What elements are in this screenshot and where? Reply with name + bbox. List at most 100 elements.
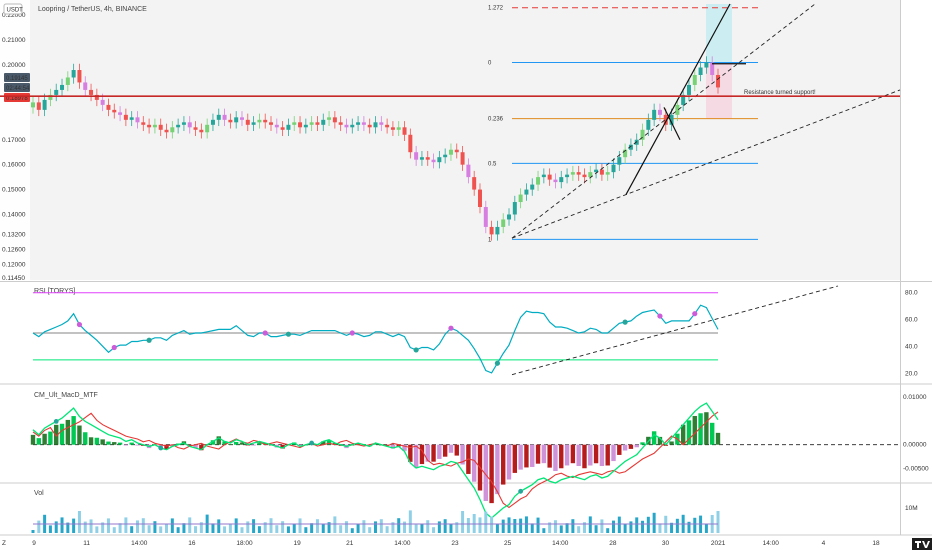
chart-title: Loopring / TetherUS, 4h, BINANCE [38,6,147,13]
macd-histogram-bar [30,434,36,445]
volume-bar [658,523,662,533]
macd-panel[interactable] [0,385,900,482]
candle-body [292,122,297,125]
macd-histogram-bar [541,444,547,464]
price-tag-label: 02:44:54 [6,86,30,92]
volume-bar [716,511,720,533]
macd-histogram-bar [123,444,129,446]
macd-histogram-bar [88,437,94,445]
macd-histogram-bar [576,444,581,467]
candle-body [303,124,308,128]
fibonacci-retracement[interactable]: 1.272 0 0.236 0.5 1 [488,4,758,243]
candle-body [425,157,430,160]
volume-bar [397,518,401,533]
volume-bar [321,524,325,533]
macd-tick-label: 0.00000 [903,442,927,449]
macd-histogram-bar [518,444,523,470]
candle-body [100,99,105,105]
macd-histogram-bar [326,440,332,445]
candle-body [686,84,691,95]
volume-bar [95,526,99,533]
price-axis-ticks: 0.22000 0.21000 0.20000 0.17000 0.16000 0.150… [2,12,26,282]
macd-histogram-bar [657,436,663,445]
rsi-tick-label: 80.0 [905,290,918,297]
volume-bar [165,524,169,533]
macd-histogram-bar [263,443,268,445]
macd-histogram-bar [530,444,535,467]
candle-body [681,94,686,105]
price-tick-label: 0.11450 [2,275,25,282]
price-tick-label: 0.21000 [2,37,26,44]
volume-bar [426,520,430,533]
rsi-indicator [32,285,839,376]
volume-bar [437,521,441,533]
candle-body [669,114,674,125]
left-price-axis[interactable] [0,0,30,280]
macd-histogram-bar [77,425,82,445]
candle-body [419,157,424,160]
volume-bar [501,519,505,533]
candle-body [210,119,215,125]
candle-body [193,127,198,130]
volume-bar [124,517,128,533]
fib-level-label: 0 [488,61,492,67]
macd-histogram-bar [48,431,53,445]
time-tick-label: 14:00 [394,540,411,547]
macd-histogram-bar [669,441,674,445]
macd-histogram-bar [564,444,570,466]
candle-body [321,119,326,125]
macd-histogram-bar [640,442,645,445]
trend-drawings[interactable] [511,3,901,239]
volume-bar [263,522,267,533]
volume-bar [548,522,552,533]
macd-histogram-bar [384,444,390,446]
rsi-tick-label: 40.0 [905,343,918,350]
candle-body [605,172,610,175]
price-panel[interactable] [0,0,900,280]
candle-body [530,184,535,190]
candle-body [216,114,221,120]
volume-bar [524,516,528,533]
macd-indicator [30,402,900,519]
macd-histogram-bar [402,444,407,451]
candle-body [646,119,651,130]
candle-body [152,124,157,128]
currency-badge[interactable] [3,3,23,15]
time-axis[interactable]: 9 11 14:00 16 18:00 19 21 14:00 23 25 14:00 28 30 202… [32,540,880,547]
volume-bar [286,526,290,533]
time-tick-label: 14:00 [552,540,569,547]
macd-histogram-bar [692,415,697,445]
time-tick-label: 30 [662,540,670,547]
candle-body [541,174,546,178]
candle-body [466,164,471,178]
volume-bar [362,520,366,533]
macd-histogram-bar [588,444,593,466]
fib-level-label: 0.236 [488,117,504,123]
macd-histogram-bar [454,444,459,456]
volume-bar [257,526,261,533]
volume-bar [344,521,348,533]
candle-body [274,124,279,128]
volume-indicator [31,510,720,533]
candle-body [628,144,633,150]
candle-body [512,202,517,215]
macd-histogram-bar [483,444,488,501]
time-tick-label: 2021 [711,540,726,547]
candle-body [414,152,419,160]
volume-bar [304,527,308,533]
volume-bar [188,517,192,533]
rsi-tick-label: 20.0 [905,370,918,377]
macd-histogram-bar [42,433,47,445]
volume-bar [646,516,650,533]
macd-cross-dot [518,488,524,494]
candle-body [373,122,378,128]
rsi-pivot-dot [622,319,628,325]
macd-histogram-bar [396,444,401,447]
volume-bar [513,519,517,533]
volume-bar [577,526,581,533]
volume-bar [170,518,174,533]
volume-bar [403,521,407,533]
volume-bar [217,519,221,533]
candle-body [640,129,645,140]
